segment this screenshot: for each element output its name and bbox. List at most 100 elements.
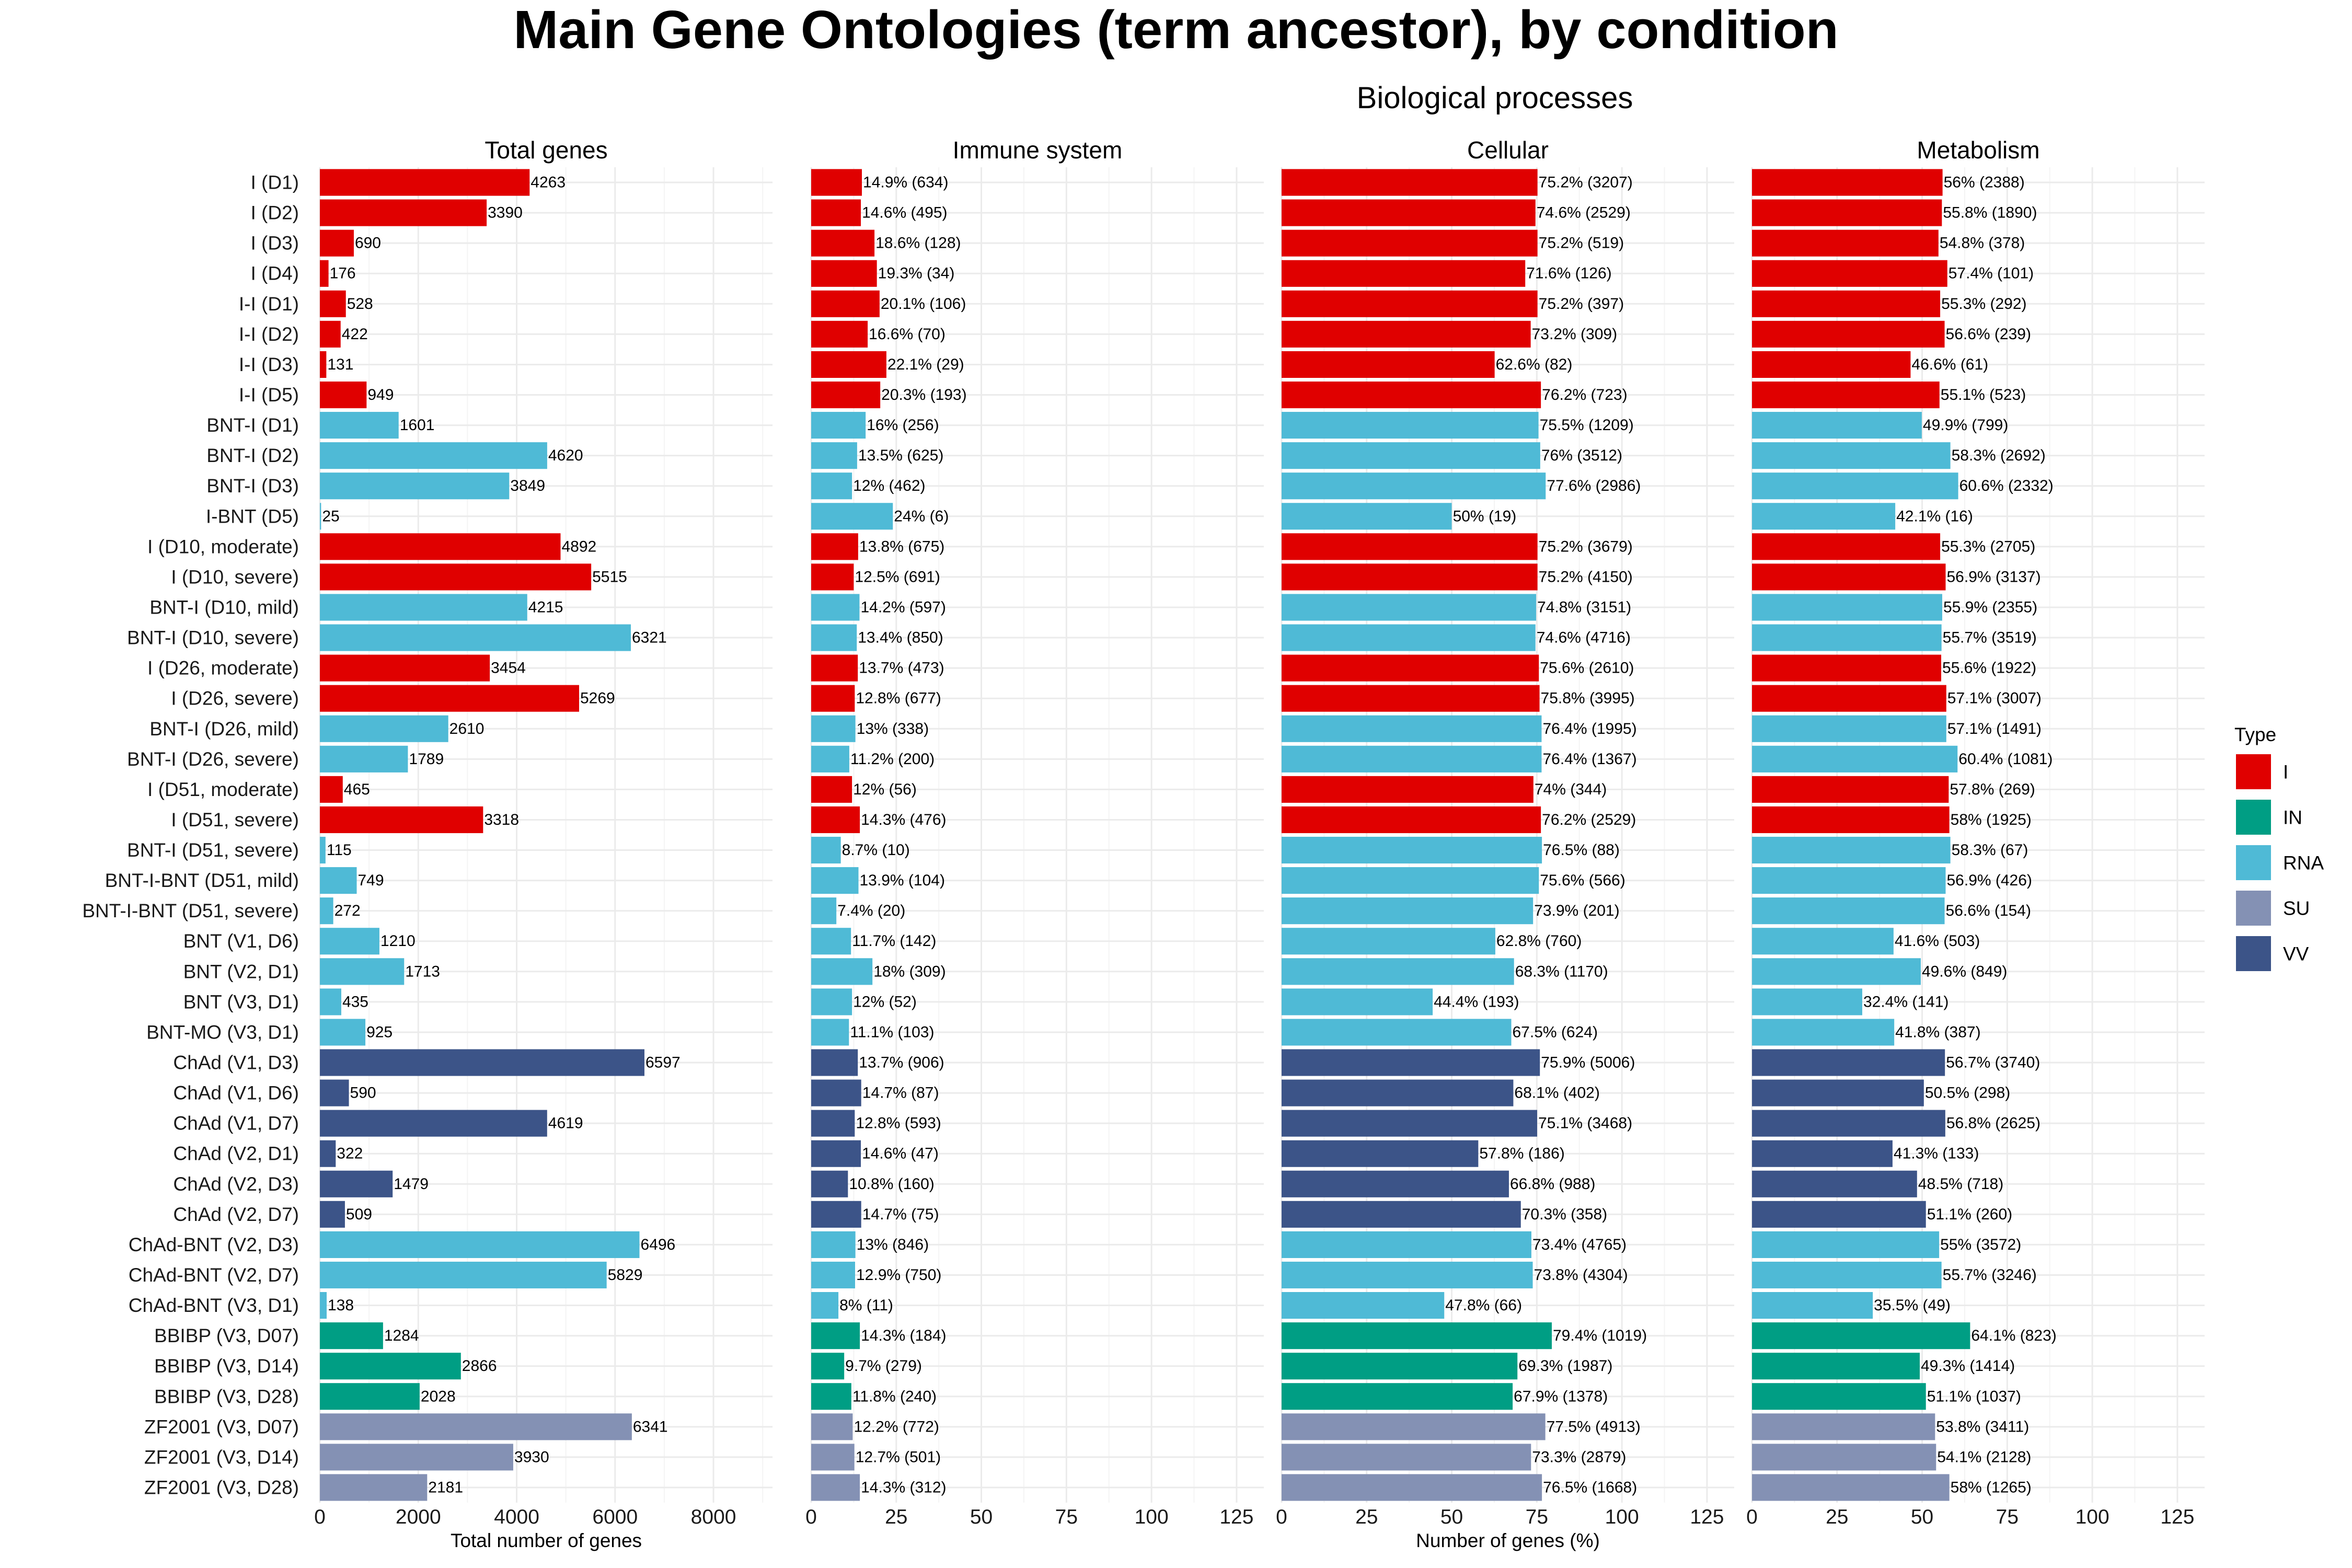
data-label: 55.9% (2355) — [1943, 598, 2037, 616]
bar — [1282, 745, 1542, 773]
bar — [1282, 1413, 1546, 1440]
data-label: 925 — [366, 1023, 393, 1041]
bar — [811, 351, 886, 378]
tick-label: 100 — [2076, 1506, 2109, 1528]
tick-label: 25 — [1826, 1506, 1848, 1528]
data-label: 12.5% (691) — [855, 568, 940, 585]
bar — [1282, 1261, 1533, 1289]
category-label: ZF2001 (V3, D07) — [144, 1416, 299, 1437]
data-label: 690 — [355, 235, 381, 252]
bar — [320, 958, 405, 985]
bar — [1752, 897, 1945, 925]
data-label: 12.8% (677) — [856, 690, 941, 707]
data-label: 56.9% (426) — [1946, 872, 2032, 889]
bar — [320, 1261, 607, 1289]
data-label: 57.8% (186) — [1479, 1145, 1564, 1162]
legend-label: I — [2283, 762, 2288, 783]
tick-label: 25 — [885, 1506, 907, 1528]
tick-label: 125 — [1219, 1506, 1253, 1528]
bar — [320, 715, 448, 742]
bar — [1282, 381, 1541, 409]
bar — [1282, 1231, 1531, 1258]
data-label: 138 — [328, 1297, 354, 1314]
bar — [1752, 776, 1949, 803]
category-label: I (D3) — [251, 233, 299, 254]
panel-1: Total genes 4263 3390 690 176 528 422 131 949 160… — [314, 136, 773, 1551]
data-label: 51.1% (260) — [1927, 1206, 2012, 1223]
data-label: 68.1% (402) — [1514, 1085, 1599, 1102]
data-label: 5515 — [592, 568, 627, 585]
bar — [1752, 351, 1911, 378]
data-label: 131 — [327, 356, 353, 373]
bar — [1752, 320, 1945, 348]
category-label: I-I (D5) — [239, 384, 299, 406]
data-label: 57.1% (3007) — [1947, 690, 2042, 707]
data-label: 13.7% (906) — [859, 1054, 944, 1071]
data-label: 58% (1925) — [1951, 811, 2032, 828]
category-label: I (D1) — [251, 172, 299, 193]
data-label: 2610 — [449, 720, 485, 737]
bar — [1752, 624, 1942, 651]
bar — [1752, 1383, 1926, 1410]
panel-4: Metabolism 56% (2388) 55.8% (1890) 54.8% (3… — [1746, 136, 2205, 1528]
data-label: 51.1% (1037) — [1927, 1388, 2021, 1405]
bar — [1752, 503, 1896, 530]
data-label: 53.8% (3411) — [1936, 1418, 2029, 1435]
bar — [1282, 472, 1546, 500]
data-label: 74% (344) — [1535, 781, 1607, 798]
category-label: BNT-MO (V3, D1) — [146, 1021, 299, 1043]
legend-label: RNA — [2283, 852, 2324, 874]
bar — [811, 867, 859, 894]
data-label: 509 — [346, 1206, 372, 1223]
legend-item: I — [2236, 754, 2288, 789]
data-label: 57.8% (269) — [1950, 781, 2035, 798]
data-label: 1479 — [394, 1175, 429, 1193]
data-label: 14.6% (495) — [862, 204, 947, 222]
data-label: 1713 — [405, 963, 440, 980]
bar — [1752, 1049, 1945, 1076]
data-label: 41.8% (387) — [1895, 1023, 1980, 1041]
bar — [1752, 958, 1921, 985]
bar — [1282, 1383, 1513, 1410]
data-label: 1601 — [400, 417, 435, 434]
bar — [811, 320, 868, 348]
data-label: 75.9% (5006) — [1541, 1054, 1635, 1071]
chart-title: Main Gene Ontologies (term ancestor), by… — [513, 0, 1838, 60]
bar — [1282, 1201, 1521, 1228]
data-label: 62.6% (82) — [1496, 356, 1573, 373]
data-label: 76.5% (1668) — [1543, 1479, 1637, 1496]
data-label: 76.4% (1995) — [1542, 720, 1636, 737]
data-label: 75.2% (4150) — [1539, 568, 1633, 585]
bar — [1282, 867, 1539, 894]
data-label: 42.1% (16) — [1896, 508, 1973, 525]
data-label: 75.6% (566) — [1540, 872, 1625, 889]
bar — [1282, 169, 1538, 196]
category-label: BBIBP (V3, D14) — [154, 1355, 299, 1377]
bar — [811, 442, 857, 469]
category-label: BNT-I (D51, severe) — [127, 839, 299, 861]
data-label: 8% (11) — [839, 1297, 893, 1314]
data-label: 16.6% (70) — [869, 326, 946, 343]
data-label: 14.6% (47) — [862, 1145, 939, 1162]
category-label: I (D26, severe) — [171, 688, 299, 709]
data-label: 55.8% (1890) — [1943, 204, 2037, 222]
data-label: 64.1% (823) — [1971, 1327, 2056, 1344]
bar — [1752, 654, 1942, 682]
data-label: 9.7% (279) — [845, 1357, 922, 1375]
data-label: 14.2% (597) — [860, 598, 946, 616]
bar — [811, 260, 877, 287]
bar — [1752, 260, 1947, 287]
bar — [1282, 229, 1538, 257]
data-label: 56.8% (2625) — [1946, 1115, 2040, 1132]
bar — [811, 624, 857, 651]
data-label: 75.2% (397) — [1539, 295, 1624, 313]
category-label: ChAd (V2, D1) — [173, 1143, 299, 1165]
data-label: 60.4% (1081) — [1958, 751, 2053, 768]
bar — [1282, 715, 1542, 742]
tick-label: 0 — [805, 1506, 817, 1528]
bar — [1282, 1322, 1552, 1350]
data-label: 322 — [337, 1145, 363, 1162]
tick-label: 75 — [1996, 1506, 2019, 1528]
bar — [320, 169, 530, 196]
